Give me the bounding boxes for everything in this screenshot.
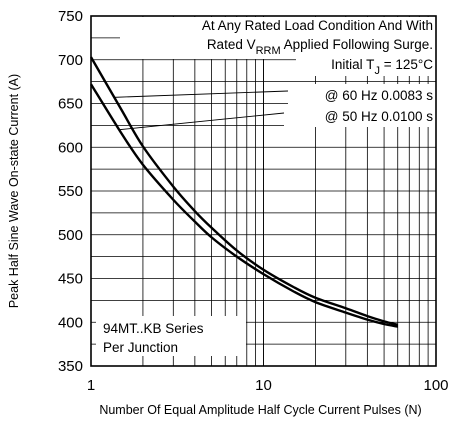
- annotation-background: [284, 105, 436, 127]
- y-tick-label: 450: [58, 271, 83, 288]
- device-series-label: 94MT..KB Series: [103, 321, 204, 336]
- tick-label-layer: 350 400 450 500 550 600 650 700 750 1 10 100: [58, 8, 449, 394]
- y-tick-label: 550: [58, 183, 83, 200]
- y-tick-label: 350: [58, 358, 83, 375]
- curve-layer: [89, 56, 399, 328]
- plot-frame: [90, 15, 437, 367]
- curve-50hz: [89, 83, 398, 328]
- y-tick-label: 500: [58, 227, 83, 244]
- series-label-50hz: @ 50 Hz 0.0100 s: [325, 109, 434, 124]
- condition-line-2: Rated VRRM Applied Following Surge.: [207, 37, 433, 57]
- y-tick-label: 750: [58, 8, 83, 25]
- curve-60hz: [89, 56, 399, 327]
- x-tick-label: 1: [87, 377, 95, 394]
- x-axis-title: Number Of Equal Amplitude Half Cycle Cur…: [99, 403, 421, 417]
- leader-50hz: [118, 112, 285, 131]
- initial-tj-label: Initial TJ = 125°C: [331, 57, 433, 77]
- annotation-background: [96, 316, 246, 356]
- leader-60hz: [113, 90, 289, 98]
- per-junction-label: Per Junction: [103, 340, 178, 355]
- series-label-60hz: @ 60 Hz 0.0083 s: [325, 88, 434, 103]
- annotation-background: [296, 52, 436, 76]
- x-tick-label: 100: [423, 377, 448, 394]
- annotation-background: [288, 84, 436, 106]
- y-axis-title: Peak Half Sine Wave On-state Current (A): [7, 74, 21, 308]
- x-tick-label: 10: [255, 377, 272, 394]
- annotation-layer: At Any Rated Load Condition And With Rate…: [103, 18, 433, 355]
- y-tick-label: 400: [58, 314, 83, 331]
- annotation-backgrounds: [96, 17, 436, 356]
- y-tick-label: 600: [58, 139, 83, 156]
- y-tick-label: 650: [58, 96, 83, 113]
- condition-line-1: At Any Rated Load Condition And With: [202, 18, 433, 33]
- y-tick-label: 700: [58, 52, 83, 69]
